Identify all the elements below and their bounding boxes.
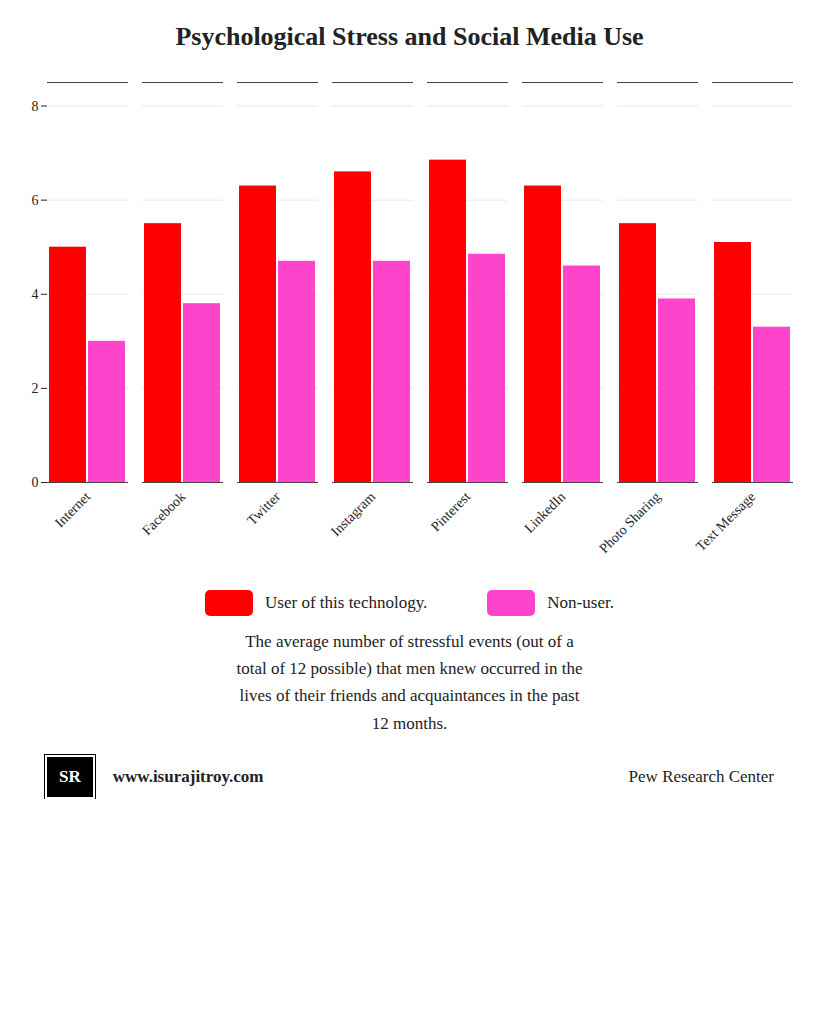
svg-text:Pinterest: Pinterest (428, 489, 473, 534)
html-text:Non-user.: Non-user. (547, 593, 614, 612)
svg-text:Facebook: Facebook (139, 489, 188, 538)
svg-text:Internet: Internet (52, 489, 93, 530)
html-text:Psychological Stress and Socia: Psychological Stress and Social Media Us… (175, 22, 644, 51)
svg-text:Photo Sharing: Photo Sharing (596, 489, 663, 556)
html-text:www.isurajitroy.com: www.isurajitroy.com (112, 766, 264, 786)
svg-text:LinkedIn: LinkedIn (521, 489, 568, 536)
svg-text:4: 4 (32, 287, 39, 302)
html-text:Pew Research Center: Pew Research Center (628, 766, 774, 786)
svg-text:0: 0 (32, 475, 39, 490)
svg-text:Text Message: Text Message (693, 489, 758, 554)
svg-text:Instagram: Instagram (328, 489, 378, 539)
html-text:SR: SR (59, 766, 81, 786)
html-text:The average number of stressfu: The average number of stressful events (… (236, 632, 583, 733)
svg-text:Twitter: Twitter (244, 489, 283, 528)
svg-text:8: 8 (32, 99, 39, 114)
svg-text:6: 6 (32, 193, 39, 208)
html-text:User of this technology.: User of this technology. (265, 593, 428, 612)
svg-text:2: 2 (32, 381, 39, 396)
